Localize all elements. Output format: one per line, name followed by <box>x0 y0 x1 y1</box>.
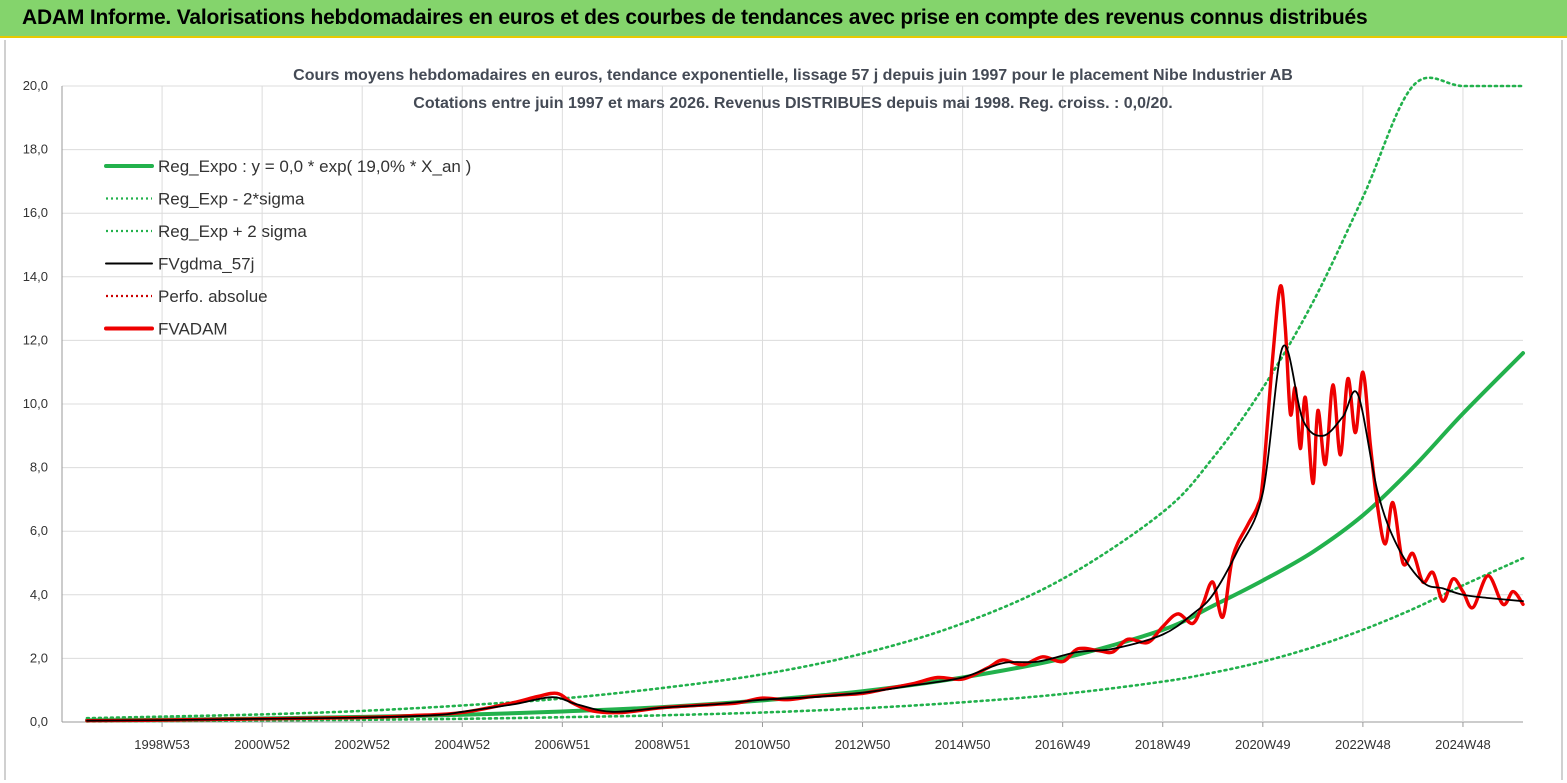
y-tick-label: 6,0 <box>30 523 48 538</box>
y-tick-label: 16,0 <box>23 205 48 220</box>
chart-title-line: Cotations entre juin 1997 et mars 2026. … <box>413 95 1172 112</box>
chart: 0,0 2,0 4,0 6,0 8,0 10,0 12,0 14,0 16,0 18,0 20,0 1… <box>23 67 1525 752</box>
x-tick-label: 2010W50 <box>735 737 791 752</box>
legend-label: Reg_Exp + 2 sigma <box>158 222 307 241</box>
legend-label: Perfo. absolue <box>158 287 268 306</box>
y-tick-label: 14,0 <box>23 269 48 284</box>
x-tick-label: 2016W49 <box>1035 737 1091 752</box>
header-title: ADAM Informe. Valorisations hebdomadaire… <box>22 6 1368 29</box>
y-tick-label: 12,0 <box>23 332 48 347</box>
x-tick-label: 2012W50 <box>835 737 891 752</box>
legend-label: Reg_Exp - 2*sigma <box>158 190 305 209</box>
y-tick-label: 18,0 <box>23 142 48 157</box>
y-tick-label: 10,0 <box>23 396 48 411</box>
legend-label: Reg_Expo : y = 0,0 * exp( 19,0% * X_an ) <box>158 157 471 176</box>
x-tick-label: 2014W50 <box>935 737 991 752</box>
x-tick-label: 2024W48 <box>1435 737 1491 752</box>
x-tick-label: 2002W52 <box>334 737 390 752</box>
chart-frame: 0,0 2,0 4,0 6,0 8,0 10,0 12,0 14,0 16,0 18,0 20,0 1… <box>4 40 1563 780</box>
chart-title-line: Cours moyens hebdomadaires en euros, ten… <box>293 67 1293 84</box>
x-tick-label: 2018W49 <box>1135 737 1191 752</box>
series-line-fvadam <box>85 284 1525 723</box>
y-tick-label: 0,0 <box>30 714 48 729</box>
legend-label: FVgdma_57j <box>158 255 254 274</box>
legend-label: FVADAM <box>158 320 228 339</box>
x-tick-label: 2000W52 <box>234 737 290 752</box>
header-bar: ADAM Informe. Valorisations hebdomadaire… <box>0 0 1567 38</box>
y-tick-label: 2,0 <box>30 650 48 665</box>
x-tick-label: 2020W49 <box>1235 737 1291 752</box>
x-tick-label: 1998W53 <box>134 737 190 752</box>
x-tick-label: 2004W52 <box>434 737 490 752</box>
y-tick-label: 8,0 <box>30 460 48 475</box>
series-line-reg-exp-2-sigma <box>85 76 1525 720</box>
x-tick-label: 2006W51 <box>535 737 591 752</box>
y-tick-label: 20,0 <box>23 78 48 93</box>
x-tick-label: 2008W51 <box>635 737 691 752</box>
series-line-fvgdma-57j <box>86 344 1524 722</box>
x-tick-label: 2022W48 <box>1335 737 1391 752</box>
y-tick-label: 4,0 <box>30 587 48 602</box>
series-line-reg-exp-2-sigma <box>85 556 1525 723</box>
